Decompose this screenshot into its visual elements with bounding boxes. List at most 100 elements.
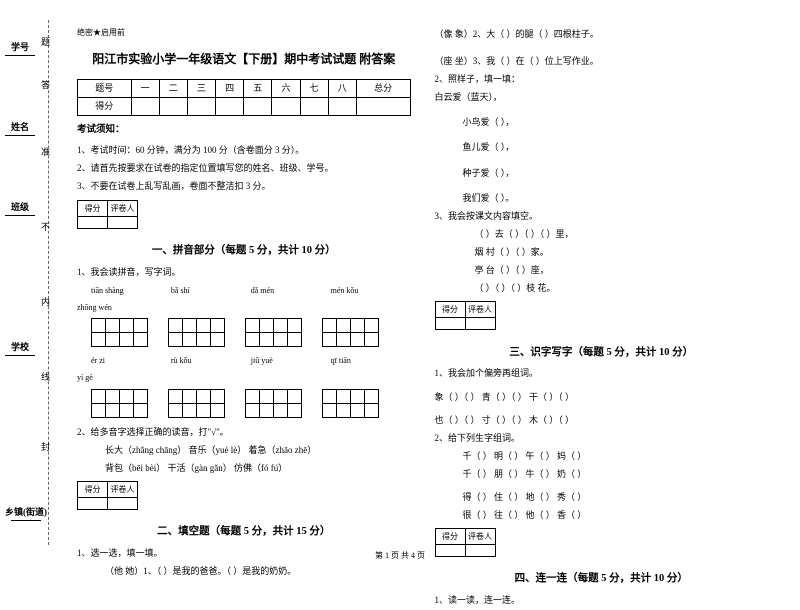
section-4-title: 四、连一连（每题 5 分，共计 10 分）	[435, 569, 769, 589]
section-2-title: 二、填空题（每题 5 分，共计 15 分）	[77, 522, 411, 542]
char-grid	[91, 318, 148, 347]
label-xuehao: 学号	[11, 40, 29, 53]
char-grid	[245, 389, 302, 418]
section-3-title: 三、识字写字（每题 5 分，共计 10 分）	[435, 343, 769, 363]
defen: 得分	[78, 200, 108, 216]
r1-l7: 我们爱（ ）。	[463, 190, 769, 207]
th-three: 三	[187, 79, 215, 97]
py10: yí gè	[77, 370, 411, 385]
s3-q2: 2、给下列生字组词。	[435, 430, 769, 447]
score-table: 题号 一 二 三 四 五 六 七 八 总分 得分	[77, 79, 411, 116]
label-xuexiao: 学校	[11, 340, 29, 353]
r1-l5: 鱼儿爱（ ），	[463, 139, 769, 156]
th-two: 二	[159, 79, 187, 97]
r1-l6: 种子爱（ ），	[463, 165, 769, 182]
notice-1: 1、考试时间：60 分钟，满分为 100 分（含卷面分 3 分）。	[77, 142, 411, 159]
s3-c4: 很（ ） 往（ ） 他（ ） 香（ ）	[463, 507, 769, 524]
py3: dǎ mén	[251, 283, 331, 298]
side-xuexiao: 学校	[5, 340, 35, 356]
py6: ér zi	[91, 353, 171, 368]
pinyin-row-1: tiān shàng bǎ shí dǎ mén mén kǒu	[91, 283, 411, 298]
char-grid	[245, 318, 302, 347]
defen: 得分	[78, 481, 108, 497]
py5: zhōng wén	[77, 300, 411, 315]
notice-3: 3、不要在试卷上乱写乱画，卷面不整洁扣 3 分。	[77, 178, 411, 195]
s3-c3: 得（ ） 住（ ） 地（ ） 秀（ ）	[463, 489, 769, 506]
left-column: 绝密★启用前 阳江市实验小学一年级语文【下册】期中考试试题 附答案 题号 一 二…	[65, 25, 423, 555]
side-ti: 题	[41, 35, 50, 48]
side-xiangzhen: 乡镇(街道)	[5, 505, 47, 521]
r1-l1: （像 象）2、大（ ）的腿（ ）四根柱子。	[435, 26, 769, 43]
r1-t2: 烟 村（ ）（ ）家。	[475, 244, 769, 261]
score-box-3: 得分评卷人	[435, 301, 496, 330]
page-footer: 第 1 页 共 4 页	[0, 550, 800, 561]
char-grid	[322, 318, 379, 347]
th-six: 六	[272, 79, 300, 97]
r1-t1: （ ）去（ ）（ ）（ ）里，	[475, 226, 769, 243]
defen: 得分	[435, 529, 465, 545]
label-xiangzhen: 乡镇(街道)	[5, 505, 47, 518]
s4-q1: 1、读一读，连一连。	[435, 592, 769, 609]
th-total: 总分	[356, 79, 410, 97]
pinyin-row-2: ér zi rù kǒu jiǔ yuè qī tiān	[91, 353, 411, 368]
right-column: （像 象）2、大（ ）的腿（ ）四根柱子。 （座 坐）3、我（ ）在（ ）位上写…	[423, 25, 781, 555]
section-1-title: 一、拼音部分（每题 5 分，共计 10 分）	[77, 241, 411, 261]
r1-t3: 亭 台（ ）（ ）座，	[475, 262, 769, 279]
s3-q1: 1、我会加个偏旁再组词。	[435, 365, 769, 382]
py4: mén kǒu	[331, 283, 411, 298]
th-eight: 八	[328, 79, 356, 97]
th-four: 四	[216, 79, 244, 97]
side-da: 答	[41, 78, 50, 91]
r1-q2: 2、照样子，填一填：	[435, 71, 769, 88]
label-banji: 班级	[11, 200, 29, 213]
s3-c1: 千（ ） 明（ ） 午（ ） 妈（ ）	[463, 448, 769, 465]
char-grid	[168, 389, 225, 418]
pingjuan: 评卷人	[108, 200, 138, 216]
char-grid	[91, 389, 148, 418]
py9: qī tiān	[331, 353, 411, 368]
r1-l2: （座 坐）3、我（ ）在（ ）位上写作业。	[435, 53, 769, 70]
th-label: 题号	[78, 79, 132, 97]
s2-l1: （他 她）1、（ ）是我的爸爸。（ ）是我的奶奶。	[105, 563, 411, 580]
side-feng: 封	[41, 440, 50, 453]
page-root: 题 学号 答 姓名 准 班级 不 内 学校 线 封 乡镇(街道) 绝密★启用前 …	[0, 0, 800, 565]
s1-w1: 长大（zhǎng chāng） 音乐（yuè lè） 着急（zhāo zhē）	[105, 442, 411, 459]
side-xian: 线	[41, 370, 50, 383]
char-grid	[168, 318, 225, 347]
underline	[5, 355, 35, 356]
py2: bǎ shí	[171, 283, 251, 298]
s3-l1: 象（ ）（ ） 青（ ）（ ） 干（ ）（ ）	[435, 389, 769, 406]
underline	[11, 520, 41, 521]
s1-q2: 2、给多音字选择正确的读音，打"√"。	[77, 424, 411, 441]
r1-t4: （ ）（ ）（ ）枝 花。	[475, 280, 769, 297]
side-nei: 内	[41, 295, 50, 308]
r1-l4: 小鸟爱（ ），	[463, 114, 769, 131]
s3-l2: 也（ ）（ ） 寸（ ）（ ） 木（ ）（ ）	[435, 412, 769, 429]
th-one: 一	[131, 79, 159, 97]
side-labels: 题 学号 答 姓名 准 班级 不 内 学校 线 封 乡镇(街道)	[5, 0, 55, 565]
underline	[5, 215, 35, 216]
pingjuan: 评卷人	[465, 529, 495, 545]
s1-w2: 背包（bēi bèi） 干活（gàn gǎn） 仿佛（fó fú）	[105, 460, 411, 477]
score-box-2: 得分评卷人	[77, 481, 138, 510]
char-grid	[322, 389, 379, 418]
py1: tiān shàng	[91, 283, 171, 298]
py7: rù kǒu	[171, 353, 251, 368]
secret-label: 绝密★启用前	[77, 25, 411, 40]
s1-q1: 1、我会读拼音，写字词。	[77, 264, 411, 281]
row-score-label: 得分	[78, 98, 132, 116]
r1-q3: 3、我会按课文内容填空。	[435, 208, 769, 225]
s3-c2: 千（ ） 朋（ ） 牛（ ） 奶（ ）	[463, 466, 769, 483]
pingjuan: 评卷人	[465, 302, 495, 318]
py8: jiǔ yuè	[251, 353, 331, 368]
exam-title: 阳江市实验小学一年级语文【下册】期中考试试题 附答案	[77, 48, 411, 71]
side-xuehao: 学号	[5, 40, 35, 56]
notice-2: 2、请首先按要求在试卷的指定位置填写您的姓名、班级、学号。	[77, 160, 411, 177]
side-bu: 不	[41, 220, 50, 233]
side-zhun: 准	[41, 145, 50, 158]
th-five: 五	[244, 79, 272, 97]
notice-title: 考试须知：	[77, 121, 411, 139]
score-box-1: 得分评卷人	[77, 200, 138, 229]
side-banji: 班级	[5, 200, 35, 216]
underline	[5, 55, 35, 56]
